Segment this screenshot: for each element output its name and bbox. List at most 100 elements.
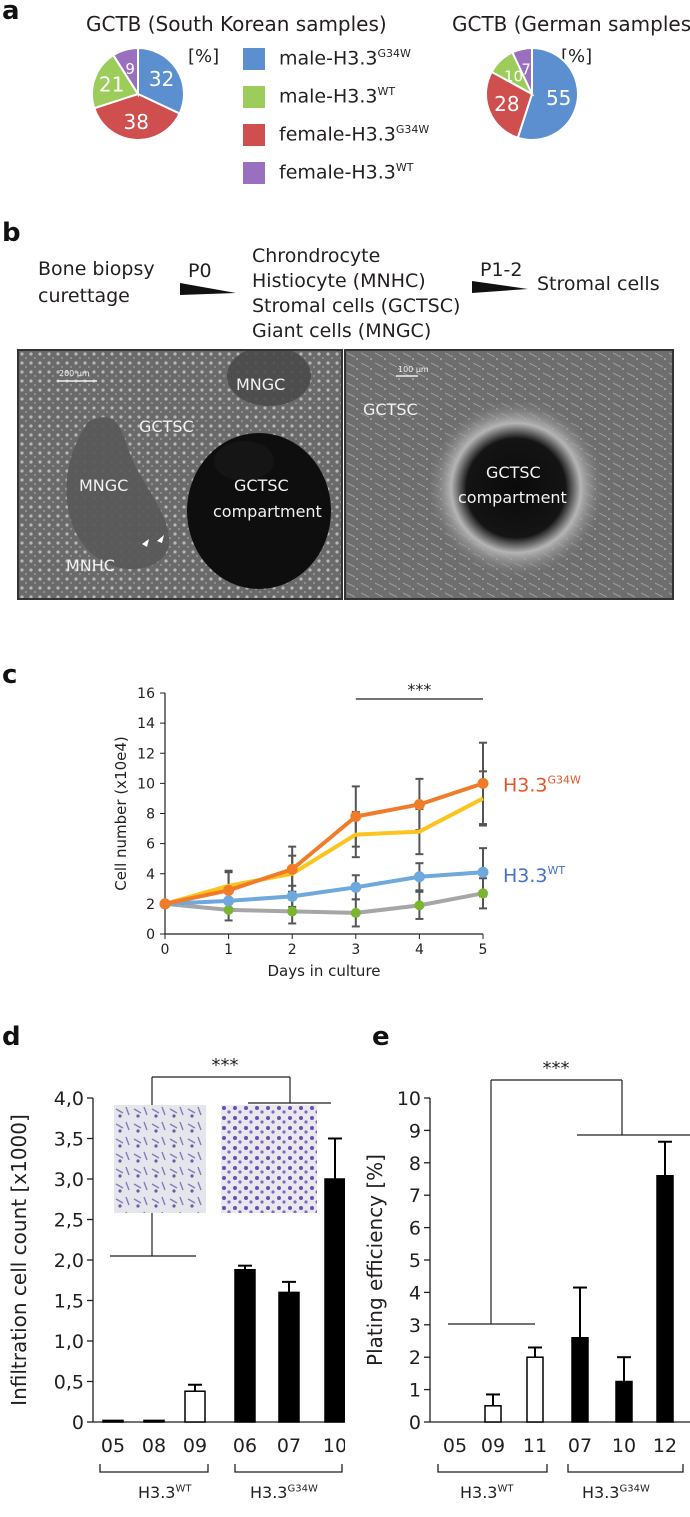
inset-wt-texture xyxy=(114,1105,206,1213)
x-tick-label: 08 xyxy=(142,1435,166,1457)
x-tick-label: 05 xyxy=(443,1435,467,1457)
pie-slice-label: 28 xyxy=(494,92,519,116)
y-axis-label: Plating efficiency [%] xyxy=(363,1154,387,1366)
label-gctsc: GCTSC xyxy=(363,400,418,419)
arrow-label-p1-2: P1-2 xyxy=(480,259,523,281)
legend-label-female-g34w: female-H3.3G34W xyxy=(279,123,430,146)
workflow-step1: Bone biopsy xyxy=(38,258,155,280)
legend-swatch-female-g34w xyxy=(243,124,265,146)
y-tick-label: 12 xyxy=(137,746,155,762)
y-axis-label: Infiltration cell count [x1000] xyxy=(7,1114,31,1406)
y-tick-label: 2,5 xyxy=(54,1210,84,1232)
data-point xyxy=(413,871,425,883)
pie-slice xyxy=(111,46,139,98)
y-tick-label: 4 xyxy=(409,1282,421,1304)
y-tick-label: 9 xyxy=(409,1120,421,1142)
y-tick-label: 0,5 xyxy=(54,1372,84,1394)
legend-label-female-wt: female-H3.3WT xyxy=(279,161,414,184)
pie-slice xyxy=(92,92,181,141)
pie-chart-german: 55 28 107 xyxy=(485,46,579,141)
bar xyxy=(234,1268,256,1423)
pie-slice-label: 9 xyxy=(125,60,135,78)
legend-swatch-male-wt xyxy=(243,86,265,108)
data-point xyxy=(287,906,298,917)
y-tick-label: 0 xyxy=(409,1412,421,1434)
y-tick-label: 8 xyxy=(146,807,155,823)
bar xyxy=(656,1175,674,1423)
step2-line: Chrondrocyte xyxy=(252,245,381,267)
bar xyxy=(571,1337,589,1423)
x-tick-label: 07 xyxy=(277,1435,301,1457)
x-tick-label: 1 xyxy=(224,942,233,958)
pie-slice-label: 7 xyxy=(521,61,531,79)
scale-bar-label: 200 µm xyxy=(59,369,90,378)
y-tick-label: 4 xyxy=(146,867,155,883)
group-brace xyxy=(99,1464,209,1473)
arrow-label-p0: P0 xyxy=(188,260,212,282)
y-tick-label: 2,0 xyxy=(54,1250,84,1272)
bar xyxy=(143,1419,165,1423)
label-compartment-1: GCTSC xyxy=(234,476,289,495)
bar xyxy=(278,1291,300,1423)
legend-swatch-female-wt xyxy=(243,162,265,184)
y-tick-label: 0 xyxy=(146,927,155,943)
x-tick-label: 10 xyxy=(612,1435,636,1457)
pie-slice-label: 55 xyxy=(546,86,571,110)
pie-slice-label: 21 xyxy=(99,73,124,97)
series-annotation: H3.3WT xyxy=(503,864,565,887)
pie-slice xyxy=(137,46,185,115)
group-label-wt: H3.3WT xyxy=(460,1483,514,1502)
x-tick-label: 09 xyxy=(183,1435,207,1457)
group-brace xyxy=(234,1464,343,1473)
legend-swatch-male-g34w xyxy=(243,48,265,70)
significance-marker: *** xyxy=(407,680,431,699)
infiltration-bar-chart: 0 0,5 1,0 1,5 2,0 2,5 3,0 3,5 4,0 Infiltration ce… xyxy=(7,1055,345,1473)
series-annotation: H3.3G34W xyxy=(503,773,581,796)
x-tick-label: 07 xyxy=(568,1435,592,1457)
y-tick-label: 10 xyxy=(137,776,155,792)
group-brace xyxy=(567,1464,684,1473)
step2-line: Histiocyte (MNHC) xyxy=(252,270,426,292)
x-tick-label: 11 xyxy=(523,1435,547,1457)
panel-c-letter: c xyxy=(2,660,18,690)
legend-label-male-g34w: male-H3.3G34W xyxy=(279,47,411,70)
pie-slice xyxy=(511,46,533,95)
y-tick-label: 3,0 xyxy=(54,1169,84,1191)
series-line xyxy=(164,870,484,906)
pie-slice-label: 10 xyxy=(504,67,523,85)
series-line xyxy=(164,891,484,915)
data-point xyxy=(286,890,298,902)
data-point xyxy=(159,898,171,910)
pie-slice xyxy=(91,53,140,110)
pie-german-unit: [%] xyxy=(561,46,593,67)
label-compartment-2: compartment xyxy=(213,502,322,521)
label-compartment-2: compartment xyxy=(458,488,567,507)
y-tick-label: 16 xyxy=(137,686,155,702)
panel-e-letter: e xyxy=(372,1022,390,1052)
x-tick-label: 10 xyxy=(323,1435,345,1457)
inset-image-wt xyxy=(114,1105,206,1213)
data-point xyxy=(286,863,298,875)
data-point xyxy=(413,798,425,810)
y-axis-label: Cell number (x10e4) xyxy=(112,736,130,891)
y-tick-label: 2 xyxy=(409,1347,421,1369)
x-tick-label: 3 xyxy=(351,942,360,958)
bar xyxy=(526,1356,544,1423)
inset-g34w-texture xyxy=(221,1105,317,1213)
y-tick-label: 3,5 xyxy=(54,1129,84,1151)
bar xyxy=(484,1405,502,1423)
y-tick-label: 8 xyxy=(409,1153,421,1175)
x-tick-label: 05 xyxy=(101,1435,125,1457)
significance-marker: *** xyxy=(212,1055,239,1076)
pie-korean-title: GCTB (South Korean samples) xyxy=(86,12,387,36)
label-compartment-1: GCTSC xyxy=(486,463,541,482)
x-tick-label: 4 xyxy=(415,942,424,958)
group-label-wt: H3.3WT xyxy=(138,1483,192,1502)
y-tick-label: 10 xyxy=(397,1088,421,1110)
pie-korean-unit: [%] xyxy=(188,46,220,67)
label-mnhc: MNHC xyxy=(66,556,115,575)
x-tick-label: 0 xyxy=(161,942,170,958)
bar xyxy=(184,1390,206,1423)
pie-slice-label: 38 xyxy=(124,110,149,134)
series-line xyxy=(164,796,484,906)
